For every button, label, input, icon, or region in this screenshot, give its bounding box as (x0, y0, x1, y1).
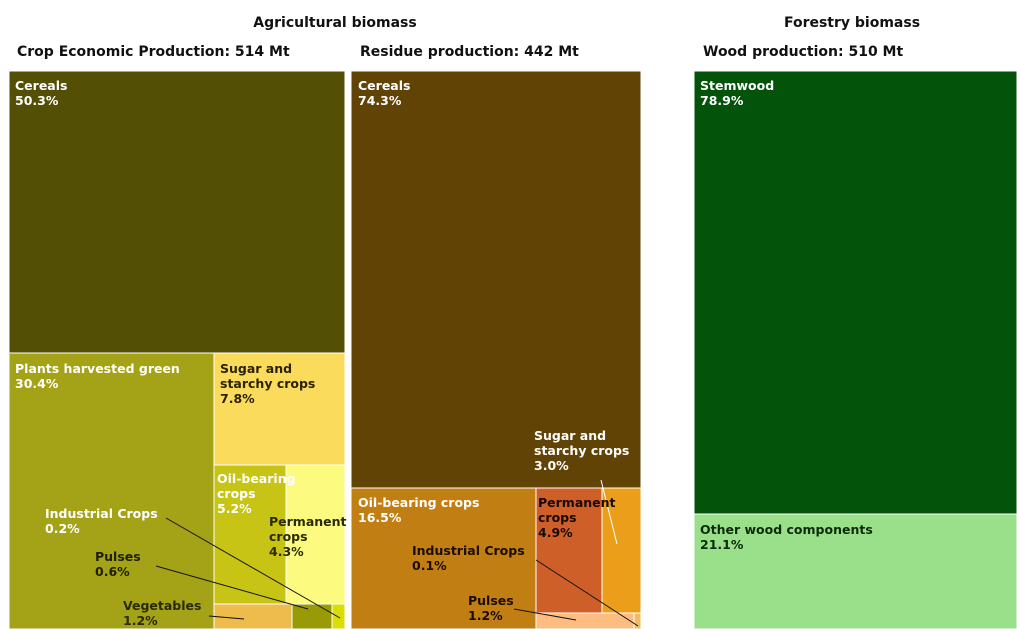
panel1-vegetables-tile (213, 603, 293, 629)
panel2-industrial-crops-leader-line (535, 559, 639, 627)
panel3-other-wood-components-label: Other wood components 21.1% (700, 522, 873, 552)
chart-title-wood-production: Wood production: 510 Mt (703, 44, 903, 60)
section-title-forestry: Forestry biomass (784, 15, 920, 31)
panel1-permanent-crops-tile (285, 464, 346, 605)
panel3-stemwood-tile (693, 70, 1017, 515)
panel1-pulses-leader-line (155, 565, 309, 610)
panel2-permanent-crops-tile (535, 487, 603, 614)
panel1-vegetables-label: Vegetables 1.2% (123, 598, 201, 628)
panel1-cereals-tile (8, 70, 346, 354)
panel1-oil-bearing-crops-label: Oil-bearing crops 5.2% (217, 471, 296, 516)
section-title-agricultural: Agricultural biomass (253, 15, 416, 31)
panel2-cereals-label: Cereals 74.3% (358, 78, 410, 108)
panel1-permanent-crops-label: Permanent crops 4.3% (269, 514, 347, 559)
chart-title-residue-production: Residue production: 442 Mt (360, 44, 579, 60)
panel2-oil-bearing-crops-label: Oil-bearing crops 16.5% (358, 495, 479, 525)
panel3-stemwood-label: Stemwood 78.9% (700, 78, 774, 108)
panel2-sugar-and-starchy-crops-leader-line (600, 479, 618, 545)
panel2-industrial-crops-tile (633, 612, 642, 629)
panel2-oil-bearing-crops-tile (350, 487, 537, 629)
panel1-pulses-label: Pulses 0.6% (95, 549, 141, 579)
panel1-oil-bearing-crops-tile (213, 464, 287, 605)
panel1-industrial-crops-tile (331, 603, 346, 629)
panel1-plants-harvested-green-label: Plants harvested green 30.4% (15, 361, 180, 391)
panel2-sugar-and-starchy-crops-label: Sugar and starchy crops 3.0% (534, 428, 629, 473)
panel1-vegetables-leader-line (208, 615, 245, 620)
panel2-industrial-crops-label: Industrial Crops 0.1% (412, 543, 525, 573)
panel1-cereals-label: Cereals 50.3% (15, 78, 67, 108)
panel1-pulses-tile (291, 603, 333, 629)
panel2-pulses-label: Pulses 1.2% (468, 593, 514, 623)
panel2-permanent-crops-label: Permanent crops 4.9% (538, 495, 616, 540)
panel1-plants-harvested-green-tile (8, 352, 215, 629)
panel1-sugar-and-starchy-crops-tile (213, 352, 346, 466)
chart-title-crop-production: Crop Economic Production: 514 Mt (17, 44, 290, 60)
panel1-industrial-crops-label: Industrial Crops 0.2% (45, 506, 158, 536)
panel2-pulses-leader-line (513, 608, 577, 621)
panel3-other-wood-components-tile (693, 513, 1017, 629)
panel1-industrial-crops-leader-line (165, 517, 341, 619)
panel1-sugar-and-starchy-crops-label: Sugar and starchy crops 7.8% (220, 361, 315, 406)
panel2-cereals-tile (350, 70, 642, 489)
